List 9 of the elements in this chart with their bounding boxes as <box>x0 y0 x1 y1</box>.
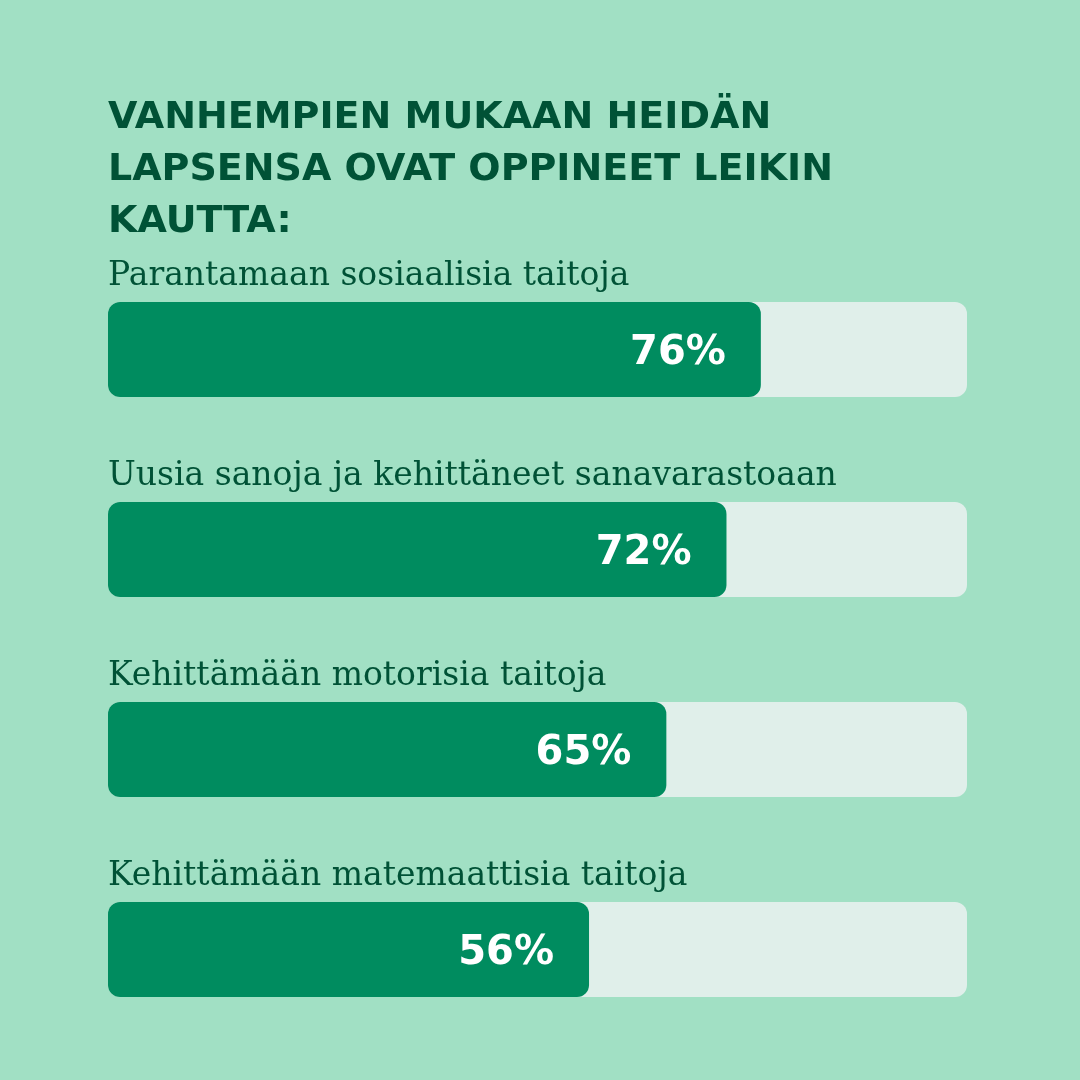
chart-title: VANHEMPIEN MUKAAN HEIDÄN LAPSENSA OVAT OPPINEET LEIKIN KAUTTA: <box>108 93 834 241</box>
y-tick-label: Kehittämään motorisia taitoja <box>108 654 607 693</box>
data-label: 76% <box>630 326 726 373</box>
y-tick-label: Uusia sanoja ja kehittäneet sanavarastoaan <box>108 454 837 493</box>
y-tick-label: Kehittämään matemaattisia taitoja <box>108 854 688 893</box>
data-label: 65% <box>535 726 632 773</box>
data-label: 72% <box>595 526 692 573</box>
data-label: 56% <box>458 926 555 973</box>
y-tick-label: Parantamaan sosiaalisia taitoja <box>108 254 630 293</box>
